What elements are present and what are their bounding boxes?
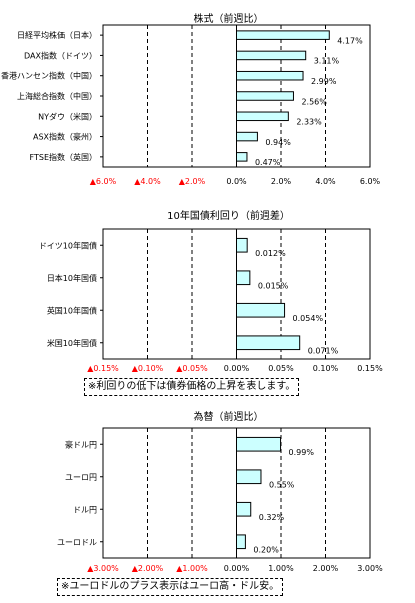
x-tick-label: 0.00% — [224, 564, 250, 573]
category-label: FTSE指数（英国） — [30, 152, 97, 162]
value-label: 2.99% — [311, 77, 337, 86]
category-label: DAX指数（ドイツ） — [24, 50, 97, 60]
x-tick-label: ▲2.0% — [179, 177, 206, 186]
value-label: 0.32% — [259, 513, 285, 522]
value-label: 0.99% — [289, 448, 315, 457]
category-label: NYダウ（米国） — [38, 111, 97, 121]
value-label: 0.015% — [258, 282, 289, 291]
x-tick-label: 2.0% — [271, 177, 292, 186]
category-label: ユーロ円 — [65, 473, 97, 482]
category-label: ASX指数（豪州） — [33, 132, 97, 142]
x-tick-label: 4.0% — [315, 177, 336, 186]
category-label: ドル円 — [73, 505, 97, 514]
value-label: 4.17% — [337, 36, 363, 45]
x-tick-label: ▲3.00% — [87, 564, 119, 573]
category-label: 日本10年国債 — [47, 273, 97, 283]
chart-panel-2: 為替（前週比） 豪ドル円 0.99% ユーロ円 0.55% ドル円 0.32% ユーロドル 0.… — [57, 410, 383, 573]
x-tick-label: ▲4.0% — [134, 177, 161, 186]
chart-panel-0: 株式（前週比） 日経平均株価（日本） 4.17% DAX指数（ドイツ） 3.11% 香港ハ… — [1, 12, 381, 186]
value-label: 0.20% — [253, 546, 279, 555]
value-label: 0.55% — [269, 481, 295, 490]
bar — [236, 30, 330, 40]
category-label: 上海総合指数（中国） — [17, 91, 97, 101]
chart-title: 株式（前週比） — [194, 12, 264, 25]
x-tick-label: 0.0% — [226, 177, 247, 186]
bar — [236, 335, 301, 351]
category-label: ドイツ10年国債 — [39, 240, 97, 250]
x-tick-label: 2.00% — [313, 564, 339, 573]
category-label: 日経平均株価（日本） — [17, 30, 97, 40]
x-tick-label: ▲0.10% — [132, 364, 164, 373]
chart-note-yields: ※利回りの低下は債券価格の上昇を表します。 — [84, 378, 300, 396]
bar — [236, 111, 289, 122]
x-tick-label: 0.00% — [224, 364, 250, 373]
category-label: 英国10年国債 — [47, 305, 97, 315]
value-label: 0.071% — [308, 347, 339, 356]
chart-title: 為替（前週比） — [194, 410, 264, 423]
bar — [236, 152, 248, 162]
value-label: 0.012% — [255, 249, 286, 258]
value-label: 0.94% — [265, 138, 291, 147]
category-label: 豪ドル円 — [65, 439, 97, 449]
chart-title: 10年国債利回り（前週差） — [167, 209, 290, 222]
x-tick-label: 0.15% — [357, 364, 383, 373]
category-label: 米国10年国債 — [47, 338, 97, 348]
value-label: 3.11% — [314, 57, 340, 66]
x-tick-label: 0.05% — [268, 364, 294, 373]
x-tick-label: ▲2.00% — [132, 564, 164, 573]
x-tick-label: 0.10% — [313, 364, 339, 373]
bar — [236, 534, 246, 550]
bar — [236, 436, 282, 452]
bar — [236, 469, 262, 485]
bar — [236, 70, 304, 81]
bar — [236, 131, 258, 142]
chart-panel-1: 10年国債利回り（前週差） ドイツ10年国債 0.012% 日本10年国債 0.015%… — [39, 209, 383, 373]
value-label: 0.054% — [293, 314, 324, 323]
x-tick-label: 3.00% — [357, 564, 383, 573]
category-label: ユーロドル — [57, 538, 97, 547]
x-tick-label: ▲6.0% — [90, 177, 117, 186]
x-tick-label: 6.0% — [360, 177, 381, 186]
value-label: 2.33% — [296, 118, 322, 127]
category-label: 香港ハンセン指数（中国） — [1, 71, 97, 81]
x-tick-label: ▲0.05% — [176, 364, 208, 373]
value-label: 0.47% — [255, 158, 281, 167]
bar — [236, 50, 307, 61]
chart-note-fx: ※ユーロドルのプラス表示はユーロ高・ドル安。 — [57, 578, 284, 596]
bar — [236, 302, 286, 318]
value-label: 2.56% — [301, 97, 327, 106]
bar — [236, 501, 252, 517]
bar — [236, 270, 251, 286]
x-tick-label: ▲1.00% — [176, 564, 208, 573]
bar — [236, 91, 294, 101]
x-tick-label: ▲0.15% — [87, 364, 119, 373]
x-tick-label: 1.00% — [268, 564, 294, 573]
bar — [236, 237, 248, 253]
